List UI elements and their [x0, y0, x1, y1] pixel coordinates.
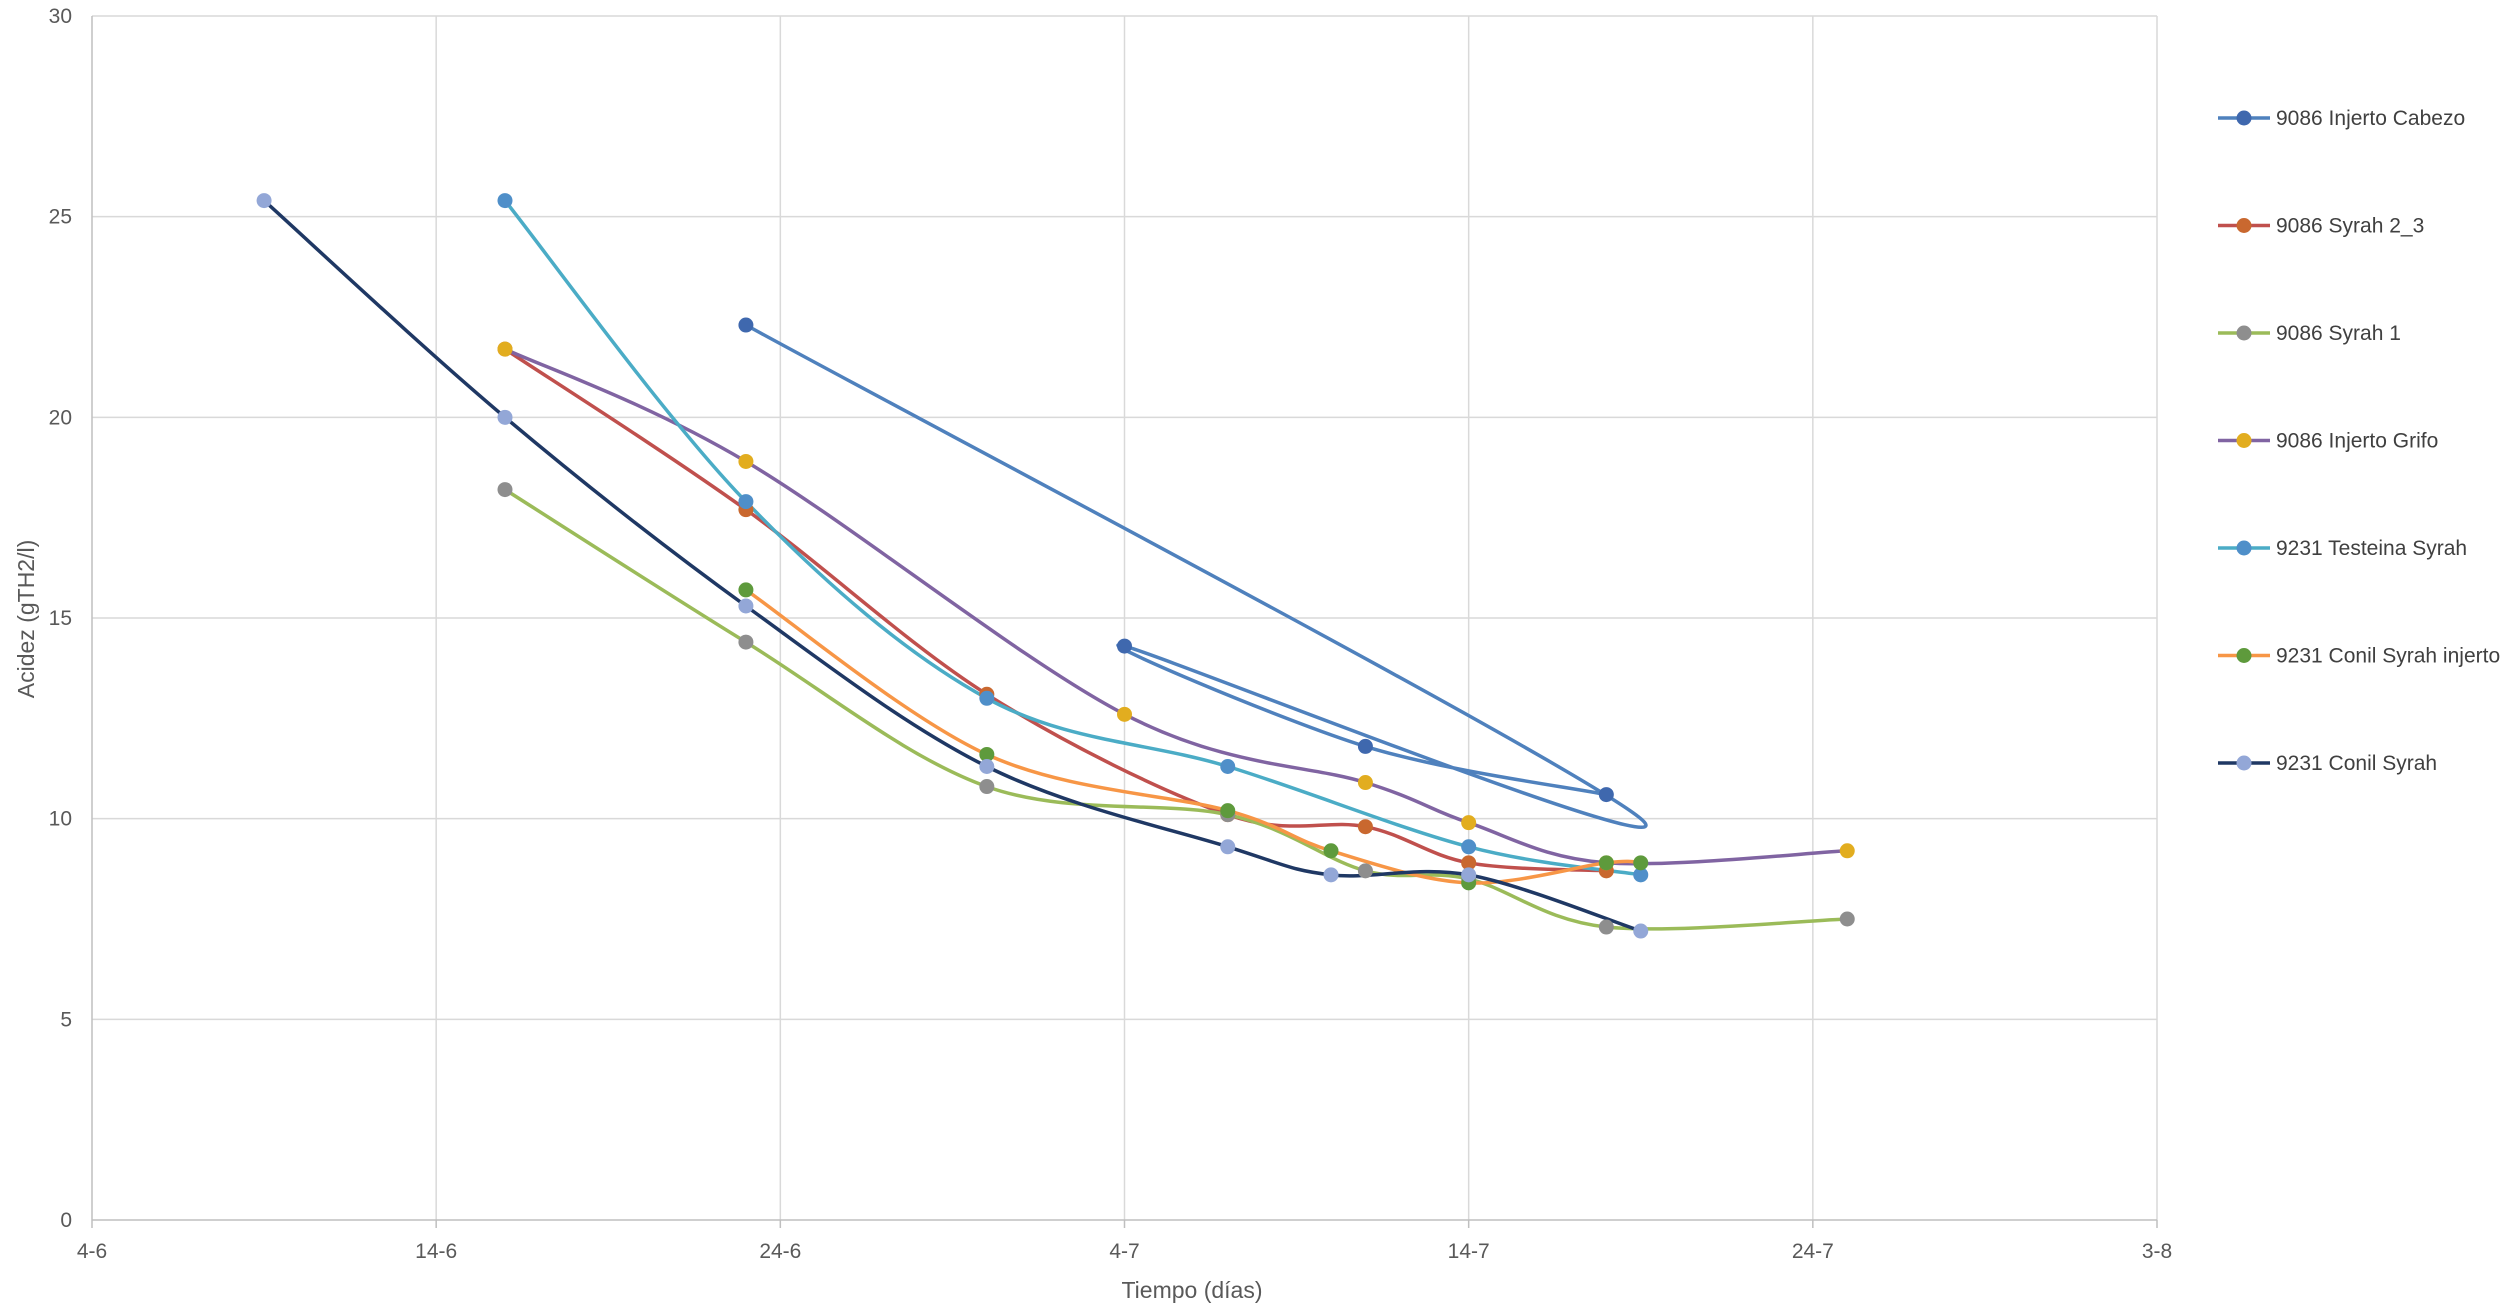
y-tick-label: 25: [49, 206, 72, 229]
data-point: [1839, 843, 1855, 859]
data-point: [979, 779, 995, 795]
legend-label: 9231 Testeina Syrah: [2276, 537, 2467, 560]
data-point: [738, 598, 754, 614]
data-point: [1220, 758, 1236, 774]
data-point: [1598, 787, 1614, 803]
data-point: [497, 409, 513, 425]
data-point: [497, 341, 513, 357]
data-point: [1461, 839, 1477, 855]
data-point: [738, 453, 754, 469]
legend-item: 9231 Conil Syrah injerto: [2218, 645, 2500, 668]
data-point: [497, 193, 513, 209]
legend-item: 9231 Conil Syrah: [2218, 752, 2437, 775]
legend-marker: [2236, 218, 2252, 233]
legend: 9086 Injerto Cabezo 9086 Syrah 2_3 9086 Sy…: [2218, 107, 2500, 775]
data-point: [1357, 738, 1373, 754]
data-point: [979, 758, 995, 774]
series-line: [503, 347, 1609, 873]
data-point: [738, 494, 754, 510]
y-tick-label: 30: [49, 5, 72, 28]
legend-label: 9231 Conil Syrah: [2276, 752, 2437, 775]
y-tick-label: 10: [49, 808, 72, 831]
series-line: [262, 198, 1643, 933]
series-line: [744, 588, 1643, 885]
x-tick-label: 4-7: [1109, 1240, 1139, 1263]
x-tick-label: 3-8: [2142, 1240, 2172, 1263]
data-point: [979, 746, 995, 762]
series-markers: [256, 193, 1855, 939]
legend-item: 9086 Injerto Cabezo: [2218, 107, 2465, 130]
y-axis-title: Acidez (gTH2/l): [13, 540, 39, 698]
data-point: [1220, 803, 1236, 819]
x-axis-title: Tiempo (días): [1121, 1277, 1262, 1303]
data-point: [1357, 863, 1373, 879]
data-point: [738, 317, 754, 333]
legend-marker: [2236, 433, 2252, 448]
x-tick-label: 24-6: [759, 1240, 801, 1263]
data-point: [1633, 923, 1649, 939]
axes: [91, 16, 2158, 1228]
data-point: [1633, 855, 1649, 871]
tick-labels: 0 5 10 15 20 25 30 4-6 14-6 24-6 4-7 14-7 24-7 3-8: [49, 5, 2173, 1263]
data-point: [1633, 867, 1649, 883]
data-point: [1598, 855, 1614, 871]
series-line: [744, 323, 1648, 830]
legend-marker: [2236, 325, 2252, 341]
data-point: [1461, 867, 1477, 883]
series-lines: [262, 198, 1850, 933]
data-point: [497, 482, 513, 498]
legend-marker: [2236, 648, 2252, 663]
data-point: [1220, 839, 1236, 855]
legend-marker: [2236, 540, 2252, 556]
data-point: [1598, 919, 1614, 935]
data-point: [1461, 855, 1477, 871]
data-point: [1117, 706, 1132, 722]
y-tick-label: 0: [60, 1209, 72, 1232]
data-point: [1323, 867, 1339, 883]
data-point: [1357, 775, 1373, 791]
legend-marker: [2236, 110, 2252, 126]
series-line: [503, 347, 1850, 866]
legend-label: 9231 Conil Syrah injerto: [2276, 645, 2500, 668]
y-tick-label: 5: [60, 1008, 72, 1031]
gridlines: [92, 15, 2158, 1220]
data-point: [1357, 819, 1373, 835]
legend-label: 9086 Syrah 1: [2276, 322, 2401, 345]
data-point: [1461, 815, 1477, 831]
legend-label: 9086 Injerto Cabezo: [2276, 107, 2465, 130]
y-tick-label: 20: [49, 406, 72, 429]
data-point: [256, 193, 272, 209]
legend-marker: [2236, 755, 2252, 771]
legend-label: 9086 Syrah 2_3: [2276, 215, 2424, 238]
data-point: [1839, 911, 1855, 927]
legend-item: 9086 Syrah 1: [2218, 322, 2401, 345]
data-point: [738, 582, 754, 598]
legend-item: 9086 Syrah 2_3: [2218, 215, 2424, 238]
legend-item: 9086 Injerto Grifo: [2218, 430, 2438, 453]
data-point: [1117, 638, 1132, 654]
data-point: [1323, 843, 1339, 859]
x-tick-label: 14-6: [415, 1240, 457, 1263]
x-tick-label: 4-6: [77, 1240, 107, 1263]
x-tick-label: 14-7: [1448, 1240, 1490, 1263]
x-tick-label: 24-7: [1792, 1240, 1834, 1263]
legend-label: 9086 Injerto Grifo: [2276, 430, 2438, 453]
data-point: [738, 634, 754, 650]
y-tick-label: 15: [49, 607, 72, 630]
legend-item: 9231 Testeina Syrah: [2218, 537, 2467, 560]
data-point: [979, 690, 995, 706]
